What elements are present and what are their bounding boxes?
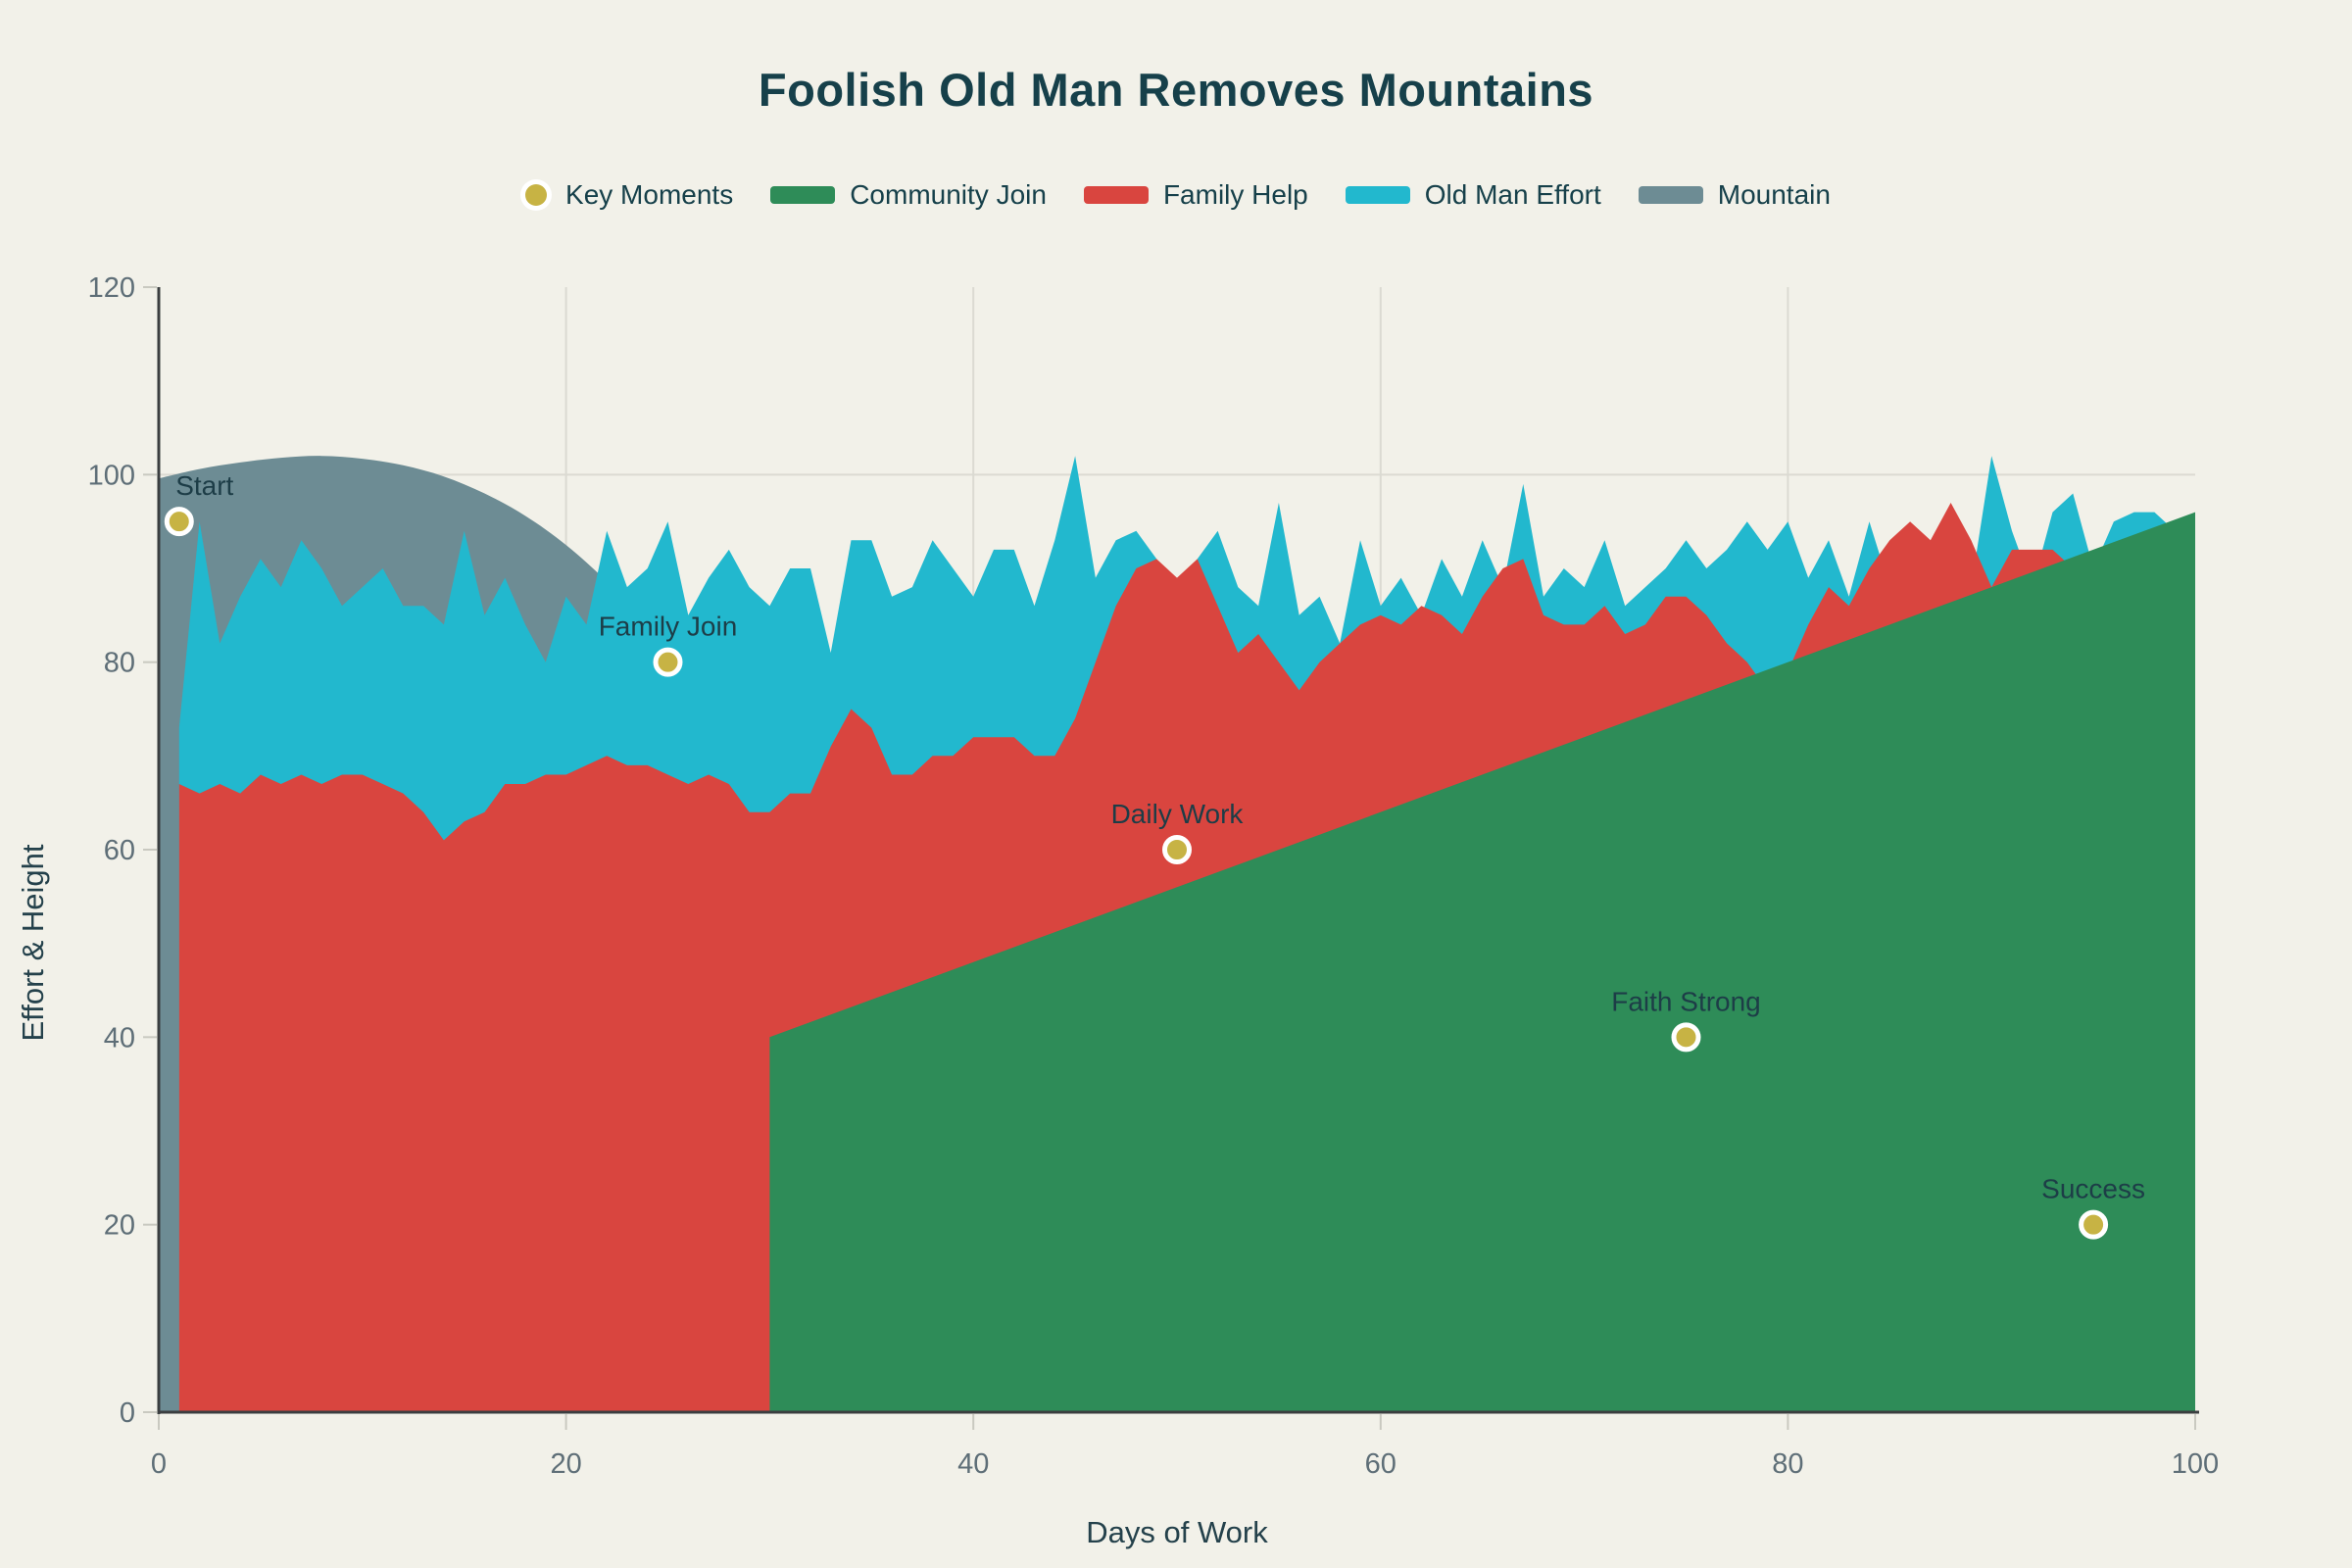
- legend-swatch-icon: [1083, 186, 1149, 204]
- x-tick-label-100: 100: [2172, 1448, 2219, 1480]
- x-axis-title: Days of Work: [1086, 1515, 1268, 1549]
- y-tick-label-0: 0: [120, 1397, 135, 1429]
- legend-label: Old Man Effort: [1424, 179, 1601, 210]
- annotation-start: Start: [175, 470, 233, 501]
- annotation-daily-work: Daily Work: [1111, 799, 1245, 829]
- legend-swatch-icon: [1345, 186, 1410, 204]
- y-tick-label-80: 80: [104, 648, 135, 679]
- key-moment-dot-family-join[interactable]: [653, 647, 683, 677]
- y-tick-label-20: 20: [104, 1210, 135, 1242]
- y-tick-label-120: 120: [88, 272, 135, 304]
- key-moment-dot-faith-strong[interactable]: [1671, 1022, 1701, 1053]
- chart-title: Foolish Old Man Removes Mountains: [758, 64, 1594, 116]
- x-tick-label-60: 60: [1365, 1448, 1396, 1480]
- legend-item-mountain[interactable]: Mountain: [1638, 179, 1831, 211]
- legend-label: Key Moments: [565, 179, 734, 210]
- y-tick-label-40: 40: [104, 1022, 135, 1054]
- key-moment-dot-start[interactable]: [164, 507, 194, 537]
- legend: Key Moments Community Join Family Help Old …: [0, 179, 2352, 211]
- x-tick-label-40: 40: [957, 1448, 989, 1480]
- x-tick-label-0: 0: [151, 1448, 167, 1480]
- legend-label: Mountain: [1717, 179, 1831, 210]
- key-moment-dot-daily-work[interactable]: [1162, 835, 1192, 864]
- legend-label: Family Help: [1162, 179, 1308, 210]
- x-tick-label-20: 20: [550, 1448, 581, 1480]
- legend-item-family-help[interactable]: Family Help: [1083, 179, 1308, 211]
- annotation-success: Success: [2041, 1174, 2145, 1204]
- area-community-join: [769, 512, 2195, 1412]
- legend-label: Community Join: [850, 179, 1047, 210]
- legend-item-community-join[interactable]: Community Join: [770, 179, 1047, 211]
- annotation-faith-strong: Faith Strong: [1611, 986, 1761, 1016]
- annotation-family-join: Family Join: [599, 612, 738, 642]
- legend-item-key-moments[interactable]: Key Moments: [521, 179, 733, 211]
- legend-swatch-icon: [770, 186, 836, 204]
- y-tick-label-100: 100: [88, 460, 135, 491]
- y-tick-label-60: 60: [104, 835, 135, 866]
- x-tick-label-80: 80: [1772, 1448, 1803, 1480]
- key-moment-dot-success[interactable]: [2079, 1209, 2109, 1240]
- y-axis-title: Effort & Height: [16, 844, 50, 1041]
- legend-item-old-man-effort[interactable]: Old Man Effort: [1345, 179, 1601, 211]
- legend-swatch-icon: [1638, 186, 1703, 204]
- legend-dot-swatch-icon: [525, 184, 548, 206]
